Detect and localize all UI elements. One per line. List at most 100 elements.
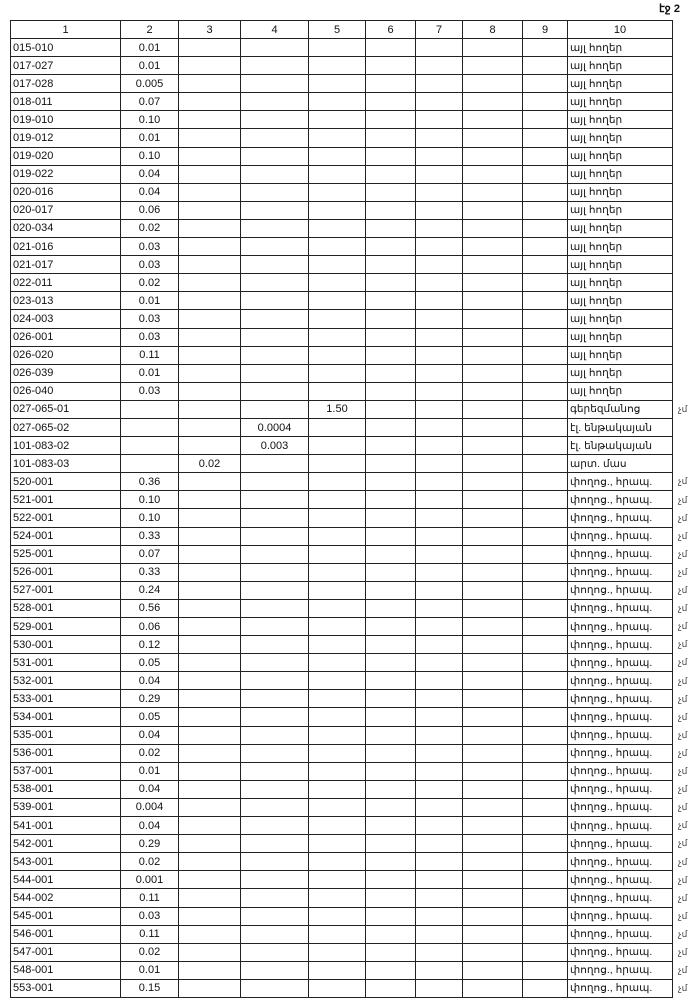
- column-4-value: [240, 598, 309, 619]
- column-9-value: [522, 779, 568, 799]
- column-6-value: [365, 74, 416, 94]
- column-4-value: [240, 128, 309, 148]
- column-6-value: [365, 671, 416, 691]
- column-5-value: [308, 635, 366, 655]
- column-7-value: [415, 381, 463, 401]
- column-6-value: [365, 834, 416, 854]
- parcel-code: 548-001: [10, 960, 121, 980]
- column-3-value: [178, 906, 241, 926]
- column-6-value: [365, 761, 416, 781]
- column-7-value: [415, 779, 463, 799]
- column-6-value: [365, 218, 416, 239]
- land-use-type: փողոց., հրապ.: [567, 906, 673, 926]
- column-8-value: [462, 454, 523, 474]
- column-7-value: [415, 237, 463, 257]
- side-mark: չմ: [678, 784, 688, 795]
- column-7-value: [415, 218, 463, 239]
- parcel-code: 018-011: [10, 92, 121, 112]
- column-4-value: [240, 363, 309, 383]
- column-9-value: [522, 960, 568, 980]
- land-use-type: փողոց., հրապ.: [567, 707, 673, 727]
- column-4-value: [240, 508, 309, 528]
- column-8-value: [462, 562, 523, 582]
- column-2-value: 0.06: [120, 616, 179, 637]
- column-5-value: [308, 508, 366, 528]
- land-use-type: այլ հողեր: [567, 327, 673, 347]
- column-5-value: [308, 779, 366, 799]
- column-2-value: 0.01: [120, 291, 179, 311]
- column-3-value: [178, 725, 241, 745]
- column-6-value: [365, 870, 416, 890]
- side-mark: չմ: [678, 874, 688, 885]
- column-2-value: 0.004: [120, 797, 179, 818]
- parcel-code: 547-001: [10, 942, 121, 962]
- column-8-value: [462, 978, 523, 998]
- column-9-value: [522, 291, 568, 311]
- column-4-value: [240, 526, 309, 546]
- column-header-3: 3: [178, 20, 241, 39]
- table-row: 021-017 0.03 այլ հողեր: [10, 255, 673, 275]
- column-3-value: [178, 417, 241, 438]
- column-3-value: [178, 852, 241, 872]
- column-4-value: [240, 92, 309, 112]
- column-8-value: [462, 146, 523, 166]
- column-9-value: [522, 182, 568, 202]
- column-8-value: [462, 761, 523, 781]
- column-2-value: 0.05: [120, 653, 179, 673]
- parcel-code: 535-001: [10, 725, 121, 745]
- parcel-code: 021-016: [10, 237, 121, 257]
- table-row: 027-065-02 0.0004 էլ. ենթակայան: [10, 417, 673, 438]
- column-6-value: [365, 707, 416, 727]
- table-row: 537-001 0.01 փողոց., հրապ.: [10, 761, 673, 781]
- column-5-value: [308, 417, 366, 438]
- column-8-value: [462, 417, 523, 438]
- parcel-code: 520-001: [10, 472, 121, 492]
- column-9-value: [522, 562, 568, 582]
- column-6-value: [365, 436, 416, 456]
- column-4-value: [240, 37, 309, 58]
- parcel-code: 019-010: [10, 110, 121, 130]
- column-7-value: [415, 327, 463, 347]
- column-2-value: 0.01: [120, 761, 179, 781]
- table-row: 545-001 0.03 փողոց., հրապ.: [10, 906, 673, 926]
- column-8-value: [462, 870, 523, 890]
- land-use-type: այլ հողեր: [567, 92, 673, 112]
- side-mark: չմ: [678, 820, 688, 831]
- land-use-type: փողոց., հրապ.: [567, 761, 673, 781]
- land-use-type: այլ հողեր: [567, 110, 673, 130]
- column-3-value: [178, 689, 241, 709]
- column-7-value: [415, 725, 463, 745]
- column-4-value: [240, 490, 309, 510]
- parcel-code: 529-001: [10, 616, 121, 637]
- column-5-value: [308, 345, 366, 365]
- side-mark: չմ: [678, 693, 688, 704]
- column-6-value: [365, 417, 416, 438]
- column-7-value: [415, 797, 463, 818]
- column-9-value: [522, 707, 568, 727]
- column-8-value: [462, 490, 523, 510]
- column-6-value: [365, 309, 416, 329]
- column-9-value: [522, 110, 568, 130]
- column-9-value: [522, 345, 568, 365]
- land-use-type: փողոց., հրապ.: [567, 544, 673, 564]
- table-row: 546-001 0.11 փողոց., հրապ.: [10, 924, 673, 944]
- column-3-value: [178, 381, 241, 401]
- parcel-code: 027-065-02: [10, 417, 121, 438]
- column-7-value: [415, 309, 463, 329]
- column-2-value: 0.05: [120, 707, 179, 727]
- column-5-value: [308, 761, 366, 781]
- table-row: 543-001 0.02 փողոց., հրապ.: [10, 852, 673, 872]
- table-row: 534-001 0.05 փողոց., հրապ.: [10, 707, 673, 727]
- column-5-value: [308, 128, 366, 148]
- column-5-value: [308, 454, 366, 474]
- column-9-value: [522, 797, 568, 818]
- column-5-value: [308, 743, 366, 763]
- column-8-value: [462, 472, 523, 492]
- column-9-value: [522, 978, 568, 998]
- table-row: 530-001 0.12 փողոց., հրապ.: [10, 635, 673, 655]
- land-use-type: այլ հողեր: [567, 200, 673, 220]
- side-mark: չմ: [678, 711, 688, 722]
- column-3-value: [178, 616, 241, 637]
- parcel-code: 532-001: [10, 671, 121, 691]
- column-3-value: [178, 598, 241, 619]
